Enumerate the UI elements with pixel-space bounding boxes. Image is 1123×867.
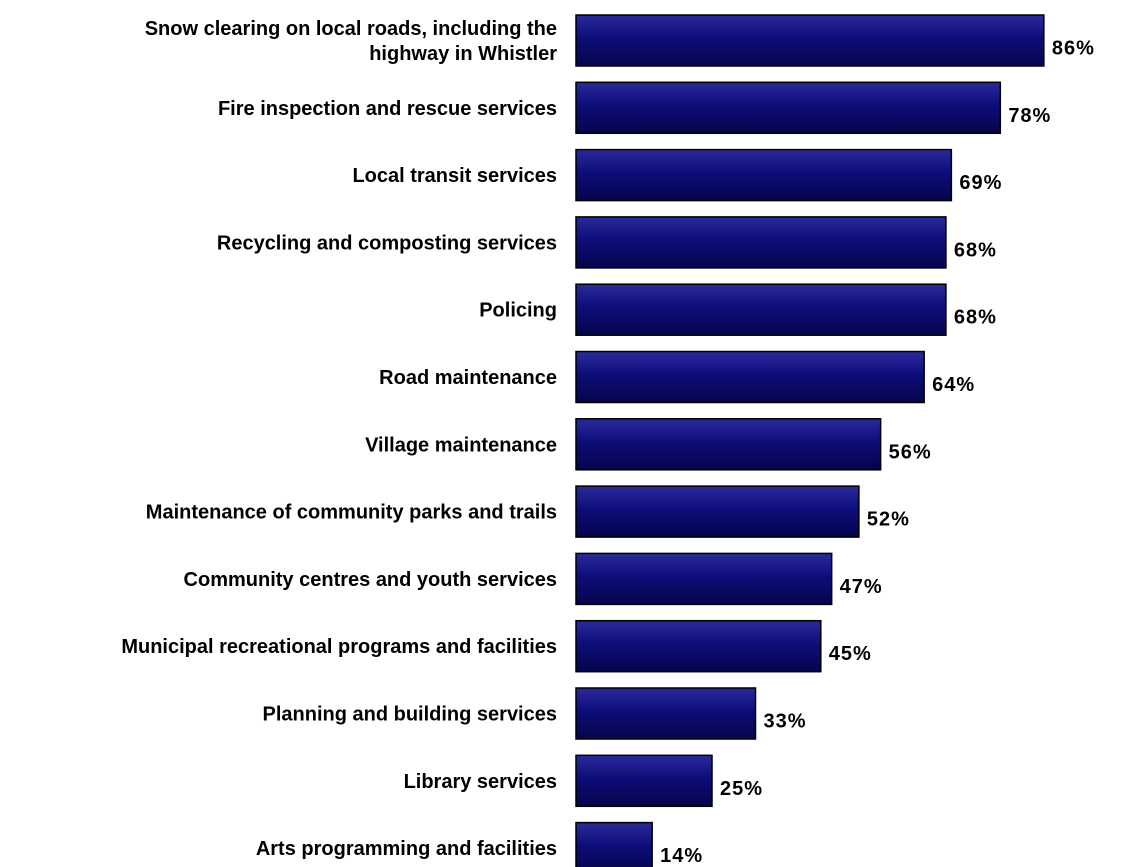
category-label-8: Maintenance of community parks and trail… [146, 502, 557, 524]
value-label-5: 68% [954, 307, 997, 329]
value-labels-group: 86% 78% 69% 68% 68% 64% 56% 52% 47% 45% 33% 25% 14% [660, 38, 1095, 867]
bar-10 [575, 619, 822, 673]
value-label-13: 14% [660, 845, 703, 867]
bar-2 [575, 81, 1002, 135]
category-label-11: Planning and building services [262, 704, 557, 726]
value-label-7: 56% [889, 441, 932, 463]
category-label-5: Policing [479, 300, 557, 322]
bars-group [575, 14, 1045, 867]
value-label-8: 52% [867, 509, 910, 531]
category-label-12: Library services [404, 771, 557, 793]
bar-8 [575, 485, 860, 538]
category-label-9: Community centres and youth services [184, 569, 557, 591]
value-label-1: 86% [1052, 38, 1095, 60]
value-label-12: 25% [720, 778, 763, 800]
bar-1 [575, 14, 1045, 67]
bar-4 [575, 216, 947, 269]
bar-13 [575, 821, 653, 867]
category-label-10: Municipal recreational programs and faci… [121, 636, 557, 658]
category-labels-group: Snow clearing on local roads, including … [121, 18, 557, 860]
value-label-6: 64% [932, 374, 975, 396]
value-label-11: 33% [764, 711, 807, 733]
category-label-7: Village maintenance [365, 434, 557, 456]
bar-11 [575, 687, 757, 740]
category-label-6: Road maintenance [379, 367, 557, 389]
bar-9 [575, 552, 833, 606]
bar-12 [575, 754, 713, 808]
bar-7 [575, 418, 882, 471]
bar-5 [575, 283, 947, 336]
category-label-4: Recycling and composting services [217, 232, 557, 254]
bar-3 [575, 148, 953, 202]
category-label-13: Arts programming and facilities [256, 838, 557, 860]
category-label-2: Fire inspection and rescue services [218, 98, 557, 120]
value-label-2: 78% [1008, 105, 1051, 127]
category-label-1: Snow clearing on local roads, including … [145, 18, 557, 65]
value-label-10: 45% [829, 643, 872, 665]
category-label-3: Local transit services [352, 165, 557, 187]
value-label-9: 47% [840, 576, 883, 598]
value-label-3: 69% [959, 172, 1002, 194]
bar-6 [575, 350, 925, 404]
value-label-4: 68% [954, 239, 997, 261]
